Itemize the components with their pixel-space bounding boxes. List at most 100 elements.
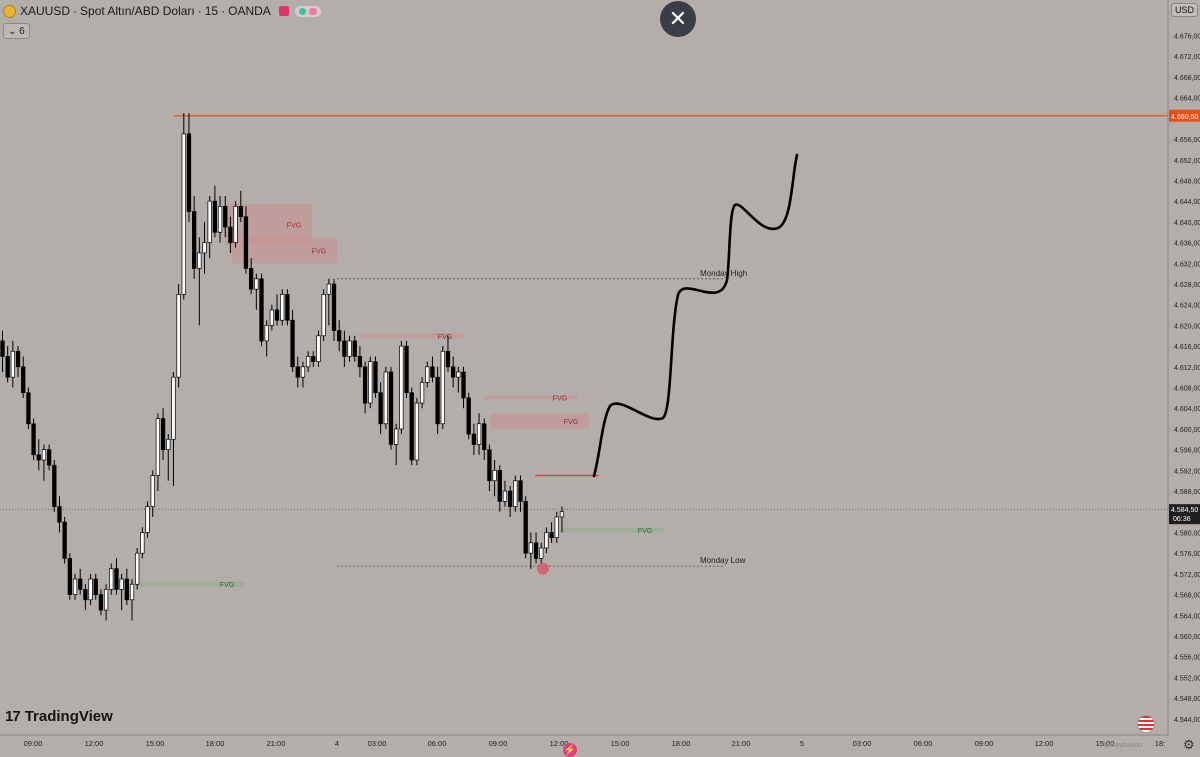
candle-body-up	[492, 470, 497, 482]
close-button[interactable]: ✕	[660, 1, 696, 37]
time-tick: 21:00	[732, 739, 751, 748]
candle	[435, 366, 440, 435]
time-tick: 03:00	[853, 739, 872, 748]
candle-body-down	[5, 356, 10, 378]
candle-body-down	[337, 330, 342, 342]
us-flag-icon[interactable]	[1137, 715, 1155, 733]
time-tick: 5	[800, 739, 804, 748]
time-tick: 18:	[1155, 739, 1165, 748]
candle	[507, 485, 513, 517]
gold-coin-icon	[3, 4, 16, 18]
candle	[368, 356, 373, 409]
candle	[523, 496, 528, 559]
candle	[36, 439, 41, 471]
price-tick: 4.588,00	[1174, 489, 1200, 496]
candle	[352, 335, 357, 362]
separator-dot: ·	[197, 4, 202, 18]
candle-body-down	[248, 268, 254, 290]
fvg-label: FVG	[553, 395, 567, 402]
logo-text: TradingView	[24, 708, 113, 725]
candle	[52, 460, 57, 512]
symbol-header[interactable]: XAUUSD · Spot Altın/ABD Doları · 15 · OA…	[0, 0, 321, 22]
candle-body-down	[497, 470, 502, 502]
candle-body-up	[554, 516, 559, 538]
tradingview-logo[interactable]: 17 TradingView	[5, 708, 113, 725]
candle	[311, 351, 316, 367]
close-icon: ✕	[668, 6, 688, 31]
symbol-name[interactable]: XAUUSD	[20, 4, 71, 18]
candle	[316, 330, 321, 367]
candle-body-down	[342, 340, 347, 357]
candle-body-up	[559, 511, 565, 518]
candle-body-down	[259, 278, 264, 342]
candle	[98, 589, 104, 616]
fvg-label: FVG	[287, 222, 301, 229]
currency-label[interactable]: USD	[1171, 3, 1199, 17]
bolt-icon[interactable]: ⚡	[563, 743, 577, 757]
candle	[0, 330, 5, 372]
candle	[471, 423, 477, 455]
data-status-icon[interactable]	[294, 5, 321, 17]
price-tick: 4.660,50	[1171, 114, 1198, 121]
low-marker	[537, 562, 549, 575]
candle-body-down	[451, 366, 456, 378]
candle-body-down	[52, 464, 57, 507]
price-tick: 4.604,00	[1174, 406, 1200, 413]
candle-body-up	[321, 294, 326, 337]
candle	[425, 361, 430, 388]
candle	[186, 113, 192, 222]
candle	[378, 382, 383, 435]
time-tick: 06:00	[428, 739, 447, 748]
candle-body-down	[98, 594, 104, 611]
candle	[129, 579, 135, 621]
candle-body-down	[46, 449, 52, 466]
candle	[373, 356, 378, 398]
candle	[513, 475, 518, 512]
indicators-toggle[interactable]: ⌄ 6	[3, 23, 30, 39]
candle	[321, 289, 326, 341]
drawings	[537, 153, 799, 575]
candle-body-up	[368, 361, 373, 404]
candle	[103, 584, 109, 621]
candle	[67, 553, 72, 600]
fvg-label: FVG	[312, 248, 326, 255]
candle	[181, 113, 186, 300]
fvg-label: FVG	[564, 419, 578, 426]
candle	[57, 496, 62, 533]
candle	[280, 289, 285, 326]
candle-body-up	[197, 252, 202, 269]
price-tick: 4.564,00	[1174, 613, 1200, 620]
candle	[394, 423, 399, 466]
candle-body-down	[21, 366, 26, 394]
candle-body-down	[243, 216, 249, 269]
time-tick: 15:00	[1096, 739, 1115, 748]
candle-body-down	[36, 454, 41, 461]
candle-body-down	[435, 376, 440, 425]
candle-body-up	[181, 133, 186, 295]
time-tick: 06:00	[914, 739, 933, 748]
fvg-zone-bear	[490, 413, 589, 429]
candle-body-down	[0, 340, 5, 357]
separator-dot: ·	[221, 4, 226, 18]
candle-body-up	[399, 345, 404, 430]
candle-body-down	[461, 371, 466, 399]
time-tick: 12:00	[550, 739, 569, 748]
candle	[409, 387, 414, 466]
candle-body-up	[171, 376, 176, 440]
separator-dot: ·	[73, 4, 78, 18]
price-tick: 4.600,00	[1174, 427, 1200, 434]
candle-body-down	[533, 542, 539, 559]
candle	[305, 351, 311, 372]
market-flag-icon	[278, 6, 289, 16]
level-price-badge	[1169, 109, 1200, 122]
candle	[544, 527, 549, 554]
fvg-label: FVG	[438, 334, 452, 341]
interval[interactable]: 15	[204, 4, 219, 18]
candle-body-down	[487, 449, 492, 482]
candle	[254, 273, 259, 310]
gear-icon[interactable]: ⚙	[1183, 737, 1195, 752]
price-tick: 4.608,00	[1174, 386, 1200, 393]
candle	[26, 387, 31, 429]
candle	[41, 444, 47, 481]
